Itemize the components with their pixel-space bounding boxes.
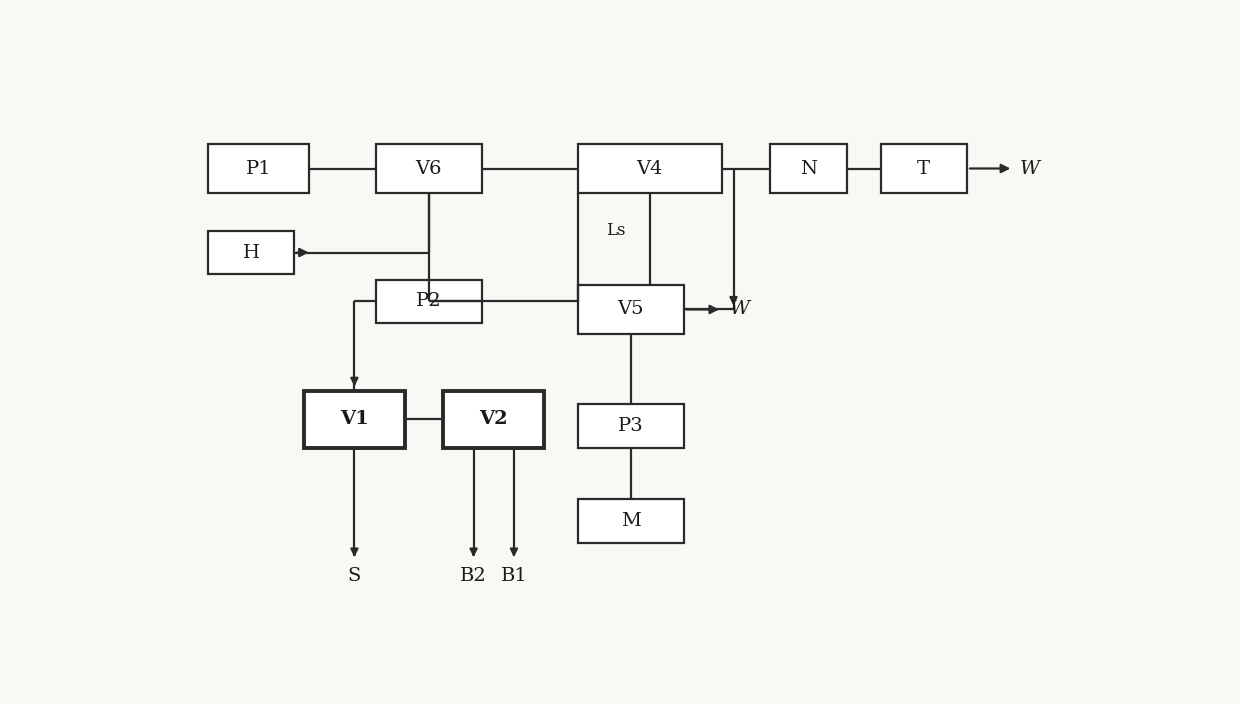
- FancyBboxPatch shape: [208, 144, 309, 193]
- FancyBboxPatch shape: [770, 144, 847, 193]
- FancyBboxPatch shape: [376, 144, 481, 193]
- Text: V1: V1: [340, 410, 368, 428]
- Text: P1: P1: [246, 160, 272, 177]
- Text: S: S: [347, 567, 361, 585]
- Text: V5: V5: [618, 301, 644, 318]
- FancyBboxPatch shape: [376, 279, 481, 323]
- Text: N: N: [800, 160, 817, 177]
- Text: P3: P3: [618, 417, 644, 435]
- FancyBboxPatch shape: [444, 391, 544, 448]
- Text: H: H: [243, 244, 259, 261]
- FancyBboxPatch shape: [880, 144, 967, 193]
- FancyBboxPatch shape: [578, 144, 722, 193]
- Text: W: W: [729, 301, 750, 318]
- Text: P2: P2: [417, 292, 441, 310]
- FancyBboxPatch shape: [304, 391, 404, 448]
- Text: B1: B1: [501, 567, 527, 585]
- Text: M: M: [621, 512, 641, 530]
- Text: V6: V6: [415, 160, 443, 177]
- Text: Ls: Ls: [606, 222, 626, 239]
- FancyBboxPatch shape: [578, 404, 683, 448]
- Text: B2: B2: [460, 567, 487, 585]
- Text: T: T: [918, 160, 930, 177]
- Text: V4: V4: [636, 160, 663, 177]
- Text: V2: V2: [480, 410, 508, 428]
- Text: W: W: [1019, 160, 1040, 177]
- FancyBboxPatch shape: [208, 231, 294, 275]
- FancyBboxPatch shape: [578, 499, 683, 543]
- FancyBboxPatch shape: [578, 285, 683, 334]
